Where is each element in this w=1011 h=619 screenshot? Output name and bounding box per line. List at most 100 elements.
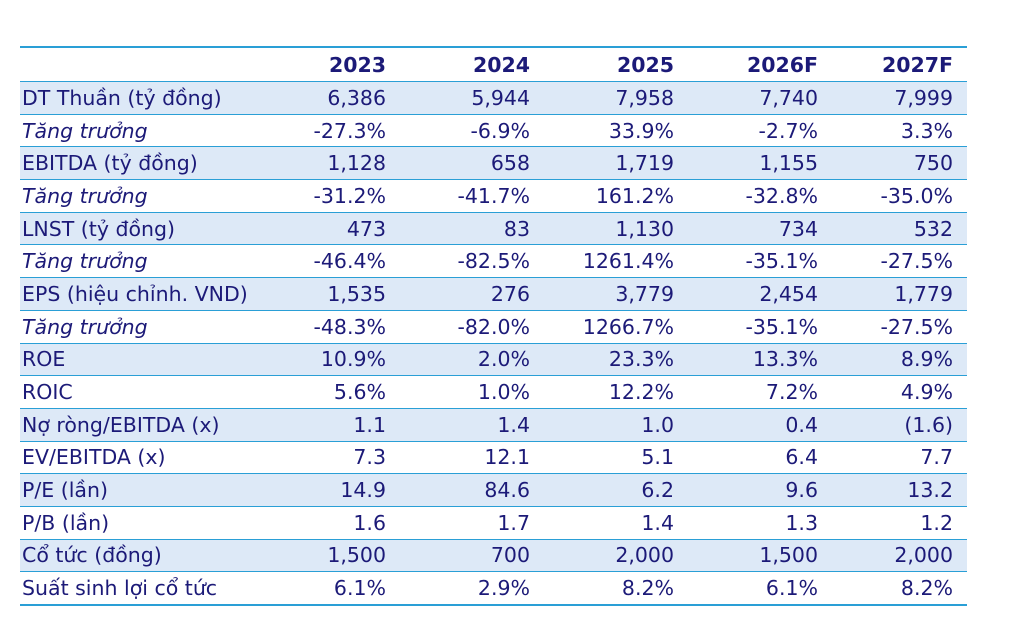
- row-label: Cổ tức (đồng): [20, 539, 255, 573]
- row-value: 2,454: [688, 277, 832, 311]
- row-label: EBITDA (tỷ đồng): [20, 146, 255, 181]
- row-value: 12.1: [400, 441, 544, 475]
- row-value: -27.5%: [832, 310, 967, 344]
- row-value: 8.2%: [544, 571, 688, 606]
- row-value: -6.9%: [400, 114, 544, 148]
- financial-summary-table: 2023 2024 2025 2026F 2027F DT Thuần (tỷ …: [20, 46, 967, 606]
- row-value: 1,500: [255, 539, 400, 573]
- row-value: 1.2: [832, 506, 967, 540]
- row-value: 14.9: [255, 473, 400, 507]
- header-2025: 2025: [544, 47, 688, 82]
- row-value: 33.9%: [544, 114, 688, 148]
- row-value: -48.3%: [255, 310, 400, 344]
- table-row: Tăng trưởng -48.3% -82.0% 1266.7% -35.1% -27.…: [20, 310, 967, 344]
- row-value: 1.7: [400, 506, 544, 540]
- row-value: 1,719: [544, 146, 688, 181]
- row-value: -46.4%: [255, 244, 400, 279]
- row-label: Tăng trưởng: [20, 244, 255, 279]
- row-label: DT Thuần (tỷ đồng): [20, 81, 255, 115]
- row-value: 1.0%: [400, 375, 544, 409]
- row-value: 1.4: [400, 408, 544, 442]
- row-value: 1,535: [255, 277, 400, 311]
- row-value: 532: [832, 212, 967, 246]
- row-value: 1,128: [255, 146, 400, 181]
- table-row: P/B (lần) 1.6 1.7 1.4 1.3 1.2: [20, 506, 967, 540]
- row-value: 6.1%: [688, 571, 832, 606]
- row-label: P/E (lần): [20, 473, 255, 507]
- row-value: -27.3%: [255, 114, 400, 148]
- row-value: 3,779: [544, 277, 688, 311]
- table-row: LNST (tỷ đồng) 473 83 1,130 734 532: [20, 212, 967, 246]
- row-value: 8.2%: [832, 571, 967, 606]
- row-value: 1266.7%: [544, 310, 688, 344]
- table-row: Cổ tức (đồng) 1,500 700 2,000 1,500 2,000: [20, 539, 967, 573]
- table-row: EPS (hiệu chỉnh. VND) 1,535 276 3,779 2,454 1…: [20, 277, 967, 311]
- row-value: 13.3%: [688, 343, 832, 377]
- row-label: EV/EBITDA (x): [20, 441, 255, 475]
- row-value: 161.2%: [544, 179, 688, 213]
- row-value: 6,386: [255, 81, 400, 115]
- row-value: -31.2%: [255, 179, 400, 213]
- row-value: 473: [255, 212, 400, 246]
- row-value: 83: [400, 212, 544, 246]
- row-value: 23.3%: [544, 343, 688, 377]
- row-label: Tăng trưởng: [20, 310, 255, 344]
- row-value: 2,000: [544, 539, 688, 573]
- row-value: -2.7%: [688, 114, 832, 148]
- header-2023: 2023: [255, 47, 400, 82]
- row-value: 1.3: [688, 506, 832, 540]
- row-value: 1,130: [544, 212, 688, 246]
- row-value: 276: [400, 277, 544, 311]
- table-row: EV/EBITDA (x) 7.3 12.1 5.1 6.4 7.7: [20, 441, 967, 475]
- row-value: 6.1%: [255, 571, 400, 606]
- row-value: -32.8%: [688, 179, 832, 213]
- table-row: Tăng trưởng -31.2% -41.7% 161.2% -32.8% -35.0…: [20, 179, 967, 213]
- row-value: 2,000: [832, 539, 967, 573]
- row-value: 7,740: [688, 81, 832, 115]
- row-value: 12.2%: [544, 375, 688, 409]
- table-row: ROIC 5.6% 1.0% 12.2% 7.2% 4.9%: [20, 375, 967, 409]
- row-label: EPS (hiệu chỉnh. VND): [20, 277, 255, 311]
- row-value: 13.2: [832, 473, 967, 507]
- row-value: 1.6: [255, 506, 400, 540]
- row-value: 5.6%: [255, 375, 400, 409]
- row-label: P/B (lần): [20, 506, 255, 540]
- row-value: 0.4: [688, 408, 832, 442]
- row-value: 734: [688, 212, 832, 246]
- row-value: 1261.4%: [544, 244, 688, 279]
- table-row: DT Thuần (tỷ đồng) 6,386 5,944 7,958 7,740 7,…: [20, 81, 967, 115]
- table-row: Tăng trưởng -46.4% -82.5% 1261.4% -35.1% -27.…: [20, 244, 967, 279]
- row-value: 658: [400, 146, 544, 181]
- row-value: 8.9%: [832, 343, 967, 377]
- row-value: 6.4: [688, 441, 832, 475]
- row-label: LNST (tỷ đồng): [20, 212, 255, 246]
- table-body: DT Thuần (tỷ đồng) 6,386 5,944 7,958 7,740 7,…: [20, 81, 967, 606]
- row-value: 2.9%: [400, 571, 544, 606]
- row-label: Tăng trưởng: [20, 179, 255, 213]
- row-label: Suất sinh lợi cổ tức: [20, 571, 255, 606]
- row-value: -82.5%: [400, 244, 544, 279]
- row-value: 1,500: [688, 539, 832, 573]
- row-value: 4.9%: [832, 375, 967, 409]
- row-value: 7.7: [832, 441, 967, 475]
- row-value: -35.0%: [832, 179, 967, 213]
- table-row: P/E (lần) 14.9 84.6 6.2 9.6 13.2: [20, 473, 967, 507]
- row-value: 10.9%: [255, 343, 400, 377]
- row-value: 5,944: [400, 81, 544, 115]
- row-value: 3.3%: [832, 114, 967, 148]
- row-value: 1.4: [544, 506, 688, 540]
- row-value: 750: [832, 146, 967, 181]
- row-value: -41.7%: [400, 179, 544, 213]
- row-value: 84.6: [400, 473, 544, 507]
- table-row: EBITDA (tỷ đồng) 1,128 658 1,719 1,155 750: [20, 146, 967, 181]
- row-value: 1.0: [544, 408, 688, 442]
- row-value: -35.1%: [688, 244, 832, 279]
- row-value: 7.3: [255, 441, 400, 475]
- row-value: (1.6): [832, 408, 967, 442]
- row-value: 9.6: [688, 473, 832, 507]
- row-value: 7,999: [832, 81, 967, 115]
- table-row: Nợ ròng/EBITDA (x) 1.1 1.4 1.0 0.4 (1.6): [20, 408, 967, 442]
- row-value: 1,779: [832, 277, 967, 311]
- header-label: [20, 47, 255, 82]
- row-label: ROE: [20, 343, 255, 377]
